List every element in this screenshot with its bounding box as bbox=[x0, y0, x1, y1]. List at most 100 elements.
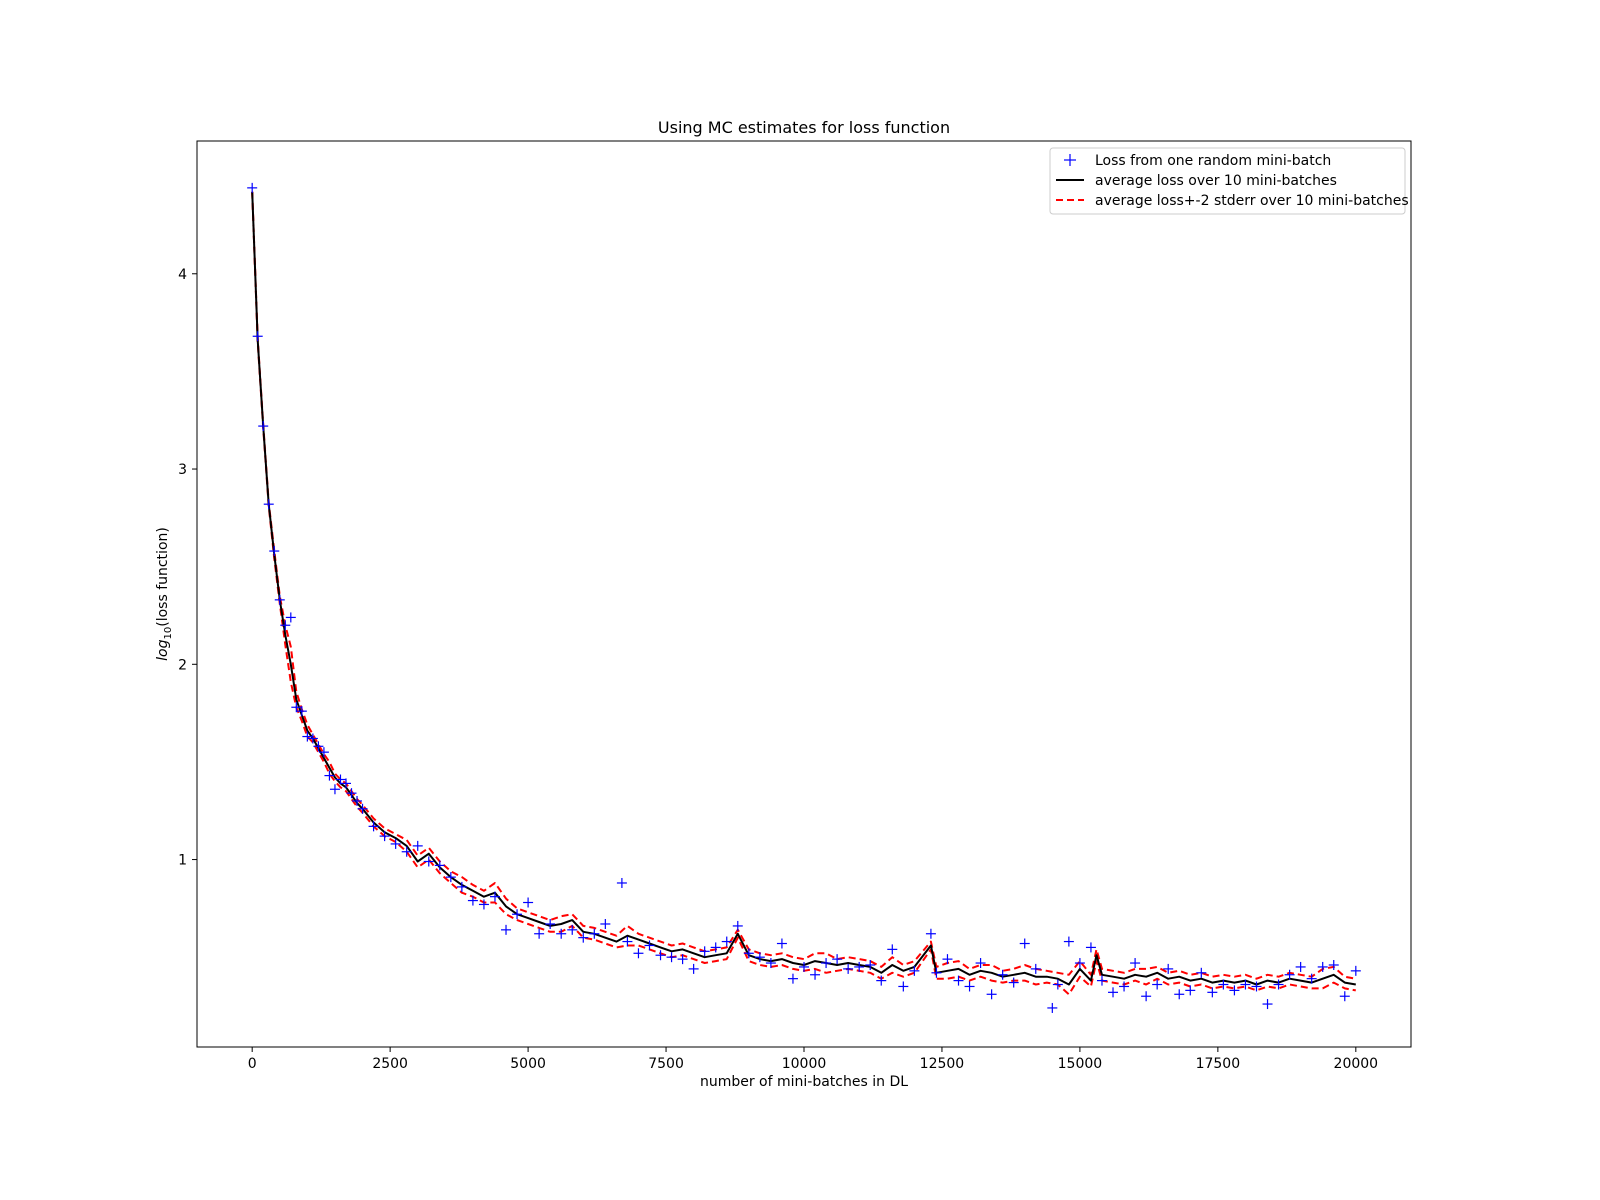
scatter-point bbox=[567, 924, 578, 935]
scatter-point bbox=[1030, 963, 1041, 974]
scatter-point bbox=[1163, 963, 1174, 974]
scatter-point bbox=[1251, 981, 1262, 992]
scatter-point bbox=[1047, 1002, 1058, 1013]
scatter-point bbox=[296, 706, 307, 717]
scatter-point bbox=[832, 954, 843, 965]
scatter-point bbox=[732, 920, 743, 931]
scatter-point bbox=[478, 899, 489, 910]
scatter-point bbox=[340, 778, 351, 789]
legend-label-scatter: Loss from one random mini-batch bbox=[1095, 153, 1331, 169]
scatter-point bbox=[501, 924, 512, 935]
chart-title: Using MC estimates for loss function bbox=[658, 118, 950, 137]
scatter-point bbox=[1240, 979, 1251, 990]
scatter-point bbox=[1074, 958, 1085, 969]
scatter-point bbox=[677, 954, 688, 965]
scatter-point bbox=[324, 770, 335, 781]
scatter-point bbox=[1207, 987, 1218, 998]
x-axis-label: number of mini-batches in DL bbox=[700, 1074, 908, 1090]
scatter-point bbox=[925, 928, 936, 939]
scatter-point bbox=[799, 961, 809, 972]
scatter-point bbox=[285, 612, 296, 623]
scatter-point bbox=[1063, 936, 1074, 947]
scatter-point bbox=[843, 963, 854, 974]
band-lower-line bbox=[251, 191, 1356, 996]
scatter-point bbox=[644, 940, 655, 951]
scatter-point bbox=[743, 948, 754, 959]
scatter-point bbox=[247, 182, 258, 193]
scatter-point bbox=[975, 958, 986, 969]
scatter-point bbox=[258, 421, 269, 432]
scatter-point bbox=[329, 784, 340, 795]
scatter-point bbox=[1130, 958, 1141, 969]
scatter-point bbox=[1152, 979, 1163, 990]
legend-box bbox=[1049, 147, 1406, 215]
y-axis-label-rest: (loss function) bbox=[155, 527, 171, 627]
y-axis-ticks: 1 2 3 4 bbox=[178, 267, 197, 869]
scatter-point bbox=[589, 928, 600, 939]
scatter-point bbox=[1019, 938, 1030, 949]
scatter-point bbox=[302, 731, 313, 742]
scatter-point bbox=[765, 958, 776, 969]
scatter-point bbox=[721, 936, 732, 947]
scatter-point bbox=[997, 969, 1008, 980]
scatter-point bbox=[534, 928, 545, 939]
scatter-point bbox=[810, 969, 821, 980]
scatter-point bbox=[412, 840, 423, 851]
scatter-point bbox=[307, 733, 318, 744]
scatter-point bbox=[578, 932, 589, 943]
scatter-point bbox=[854, 961, 865, 972]
scatter-point bbox=[1284, 969, 1295, 980]
scatter-point bbox=[1141, 991, 1152, 1002]
scatter-point bbox=[269, 546, 280, 557]
scatter-point bbox=[556, 928, 567, 939]
y-tick-label: 3 bbox=[178, 462, 187, 478]
scatter-point bbox=[633, 948, 644, 959]
x-tick-label: 20000 bbox=[1334, 1056, 1379, 1072]
scatter-point bbox=[379, 831, 390, 842]
scatter-point bbox=[346, 788, 357, 799]
scatter-point bbox=[352, 795, 363, 806]
scatter-point bbox=[876, 975, 887, 986]
scatter-point bbox=[1052, 979, 1063, 990]
scatter-point bbox=[898, 981, 909, 992]
scatter-point bbox=[1196, 967, 1207, 978]
scatter-point bbox=[942, 954, 953, 965]
scatter-point bbox=[887, 944, 898, 955]
scatter-point bbox=[616, 877, 627, 888]
scatter-point bbox=[1317, 961, 1328, 972]
x-tick-label: 0 bbox=[248, 1056, 257, 1072]
scatter-point bbox=[263, 499, 274, 510]
y-axis-label-subscript: 10 bbox=[163, 627, 174, 640]
scatter-point bbox=[1185, 985, 1196, 996]
scatter-point bbox=[445, 872, 456, 883]
scatter-point bbox=[776, 938, 787, 949]
scatter-point bbox=[291, 702, 302, 713]
scatter-point bbox=[964, 981, 975, 992]
scatter-point bbox=[931, 967, 942, 978]
scatter-point bbox=[1108, 987, 1119, 998]
y-tick-label: 4 bbox=[178, 267, 187, 283]
legend-marker-scatter bbox=[1064, 154, 1076, 166]
scatter-point bbox=[512, 909, 523, 920]
scatter-point bbox=[368, 821, 379, 832]
scatter-point bbox=[821, 958, 832, 969]
scatter-point bbox=[1085, 942, 1096, 953]
scatter-point bbox=[467, 895, 478, 906]
legend-label-band: average loss+-2 stderr over 10 mini-batc… bbox=[1095, 193, 1409, 209]
legend-label-average: average loss over 10 mini-batches bbox=[1095, 173, 1337, 189]
scatter-point bbox=[545, 918, 556, 929]
scatter-point bbox=[1262, 999, 1273, 1010]
y-axis-label-log: log bbox=[155, 639, 171, 660]
scatter-point bbox=[699, 946, 710, 957]
scatter-point bbox=[1008, 977, 1019, 988]
scatter-point bbox=[655, 950, 666, 961]
scatter-point bbox=[1350, 965, 1361, 976]
scatter-point bbox=[1273, 979, 1284, 990]
scatter-point bbox=[865, 959, 876, 970]
scatter-point bbox=[1096, 975, 1107, 986]
chart-legend: Loss from one random mini-batch average … bbox=[1049, 147, 1409, 215]
scatter-point bbox=[1119, 981, 1130, 992]
x-tick-label: 5000 bbox=[510, 1056, 546, 1072]
scatter-point bbox=[1339, 991, 1350, 1002]
scatter-point bbox=[688, 963, 699, 974]
